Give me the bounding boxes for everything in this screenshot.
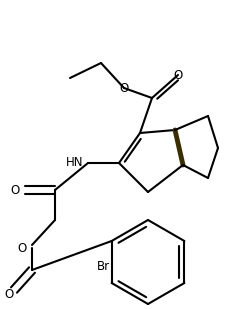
- Text: O: O: [10, 184, 20, 197]
- Text: O: O: [4, 289, 14, 302]
- Text: O: O: [17, 242, 27, 255]
- Text: O: O: [119, 82, 129, 95]
- Text: HN: HN: [66, 155, 84, 168]
- Text: Br: Br: [97, 260, 110, 273]
- Text: O: O: [173, 69, 183, 82]
